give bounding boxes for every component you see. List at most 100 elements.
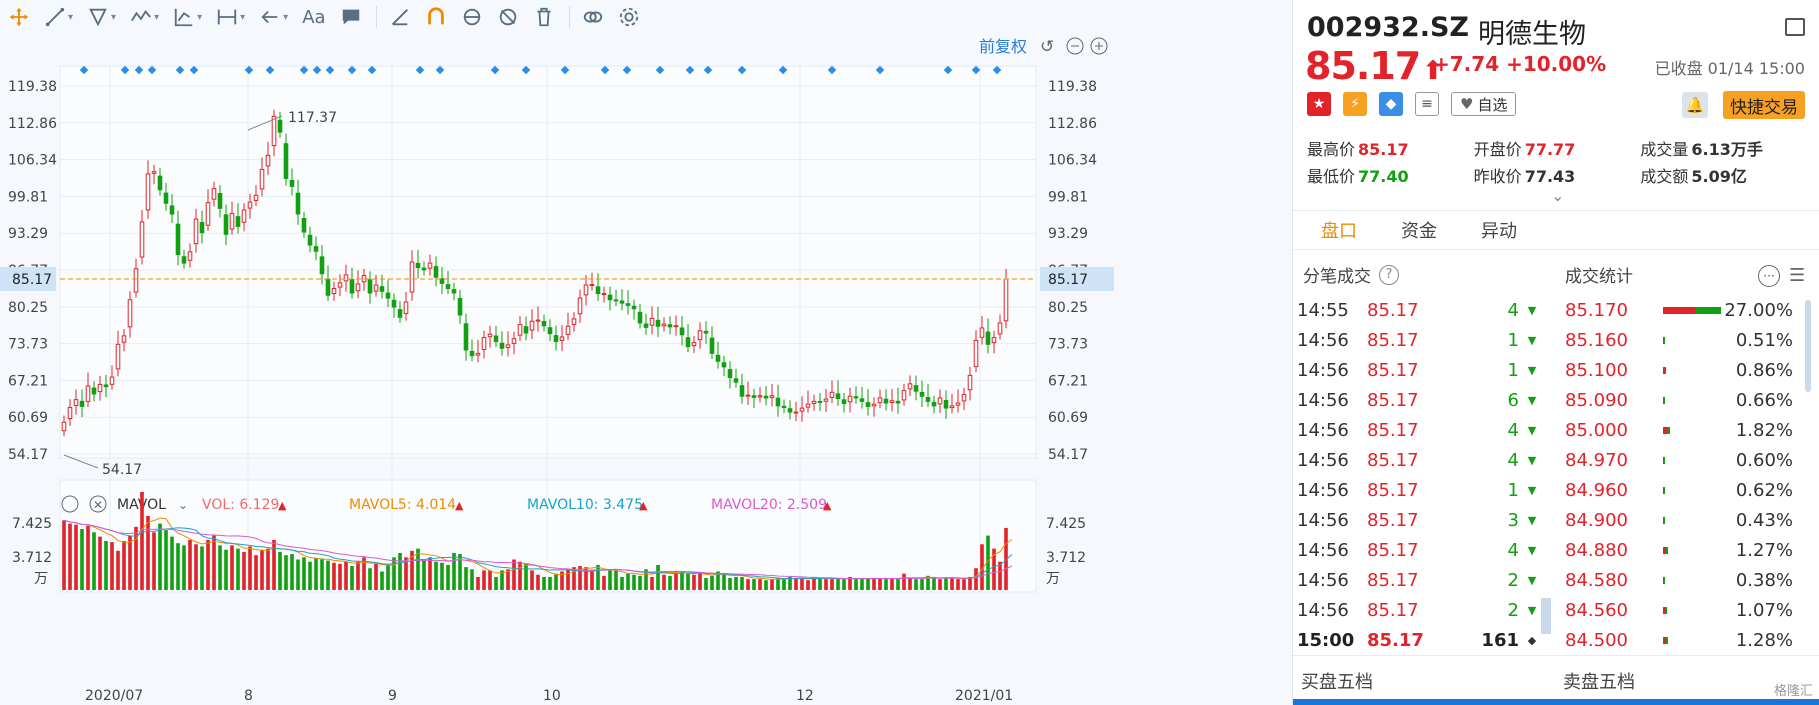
- tick-volume: 4: [1507, 539, 1519, 561]
- tag-icon[interactable]: ◆: [1379, 92, 1403, 116]
- settings-icon[interactable]: [618, 6, 640, 28]
- volume-bar: [884, 579, 888, 590]
- lightning-icon[interactable]: ⚡: [1343, 92, 1367, 116]
- volume-bar: [962, 579, 966, 590]
- volume-bar: [746, 579, 750, 590]
- candle-body: [187, 251, 193, 261]
- distribution-bar: [1663, 484, 1721, 496]
- tick-time: 14:56: [1297, 599, 1349, 621]
- amount-label: 成交额: [1640, 166, 1689, 186]
- distribution-bar: [1663, 574, 1721, 586]
- quote-panel: 002932.SZ 明德生物 85.17⬆ +7.74 +10.00% 已收盘 …: [1292, 0, 1819, 705]
- distribution-row: 85.090 0.66%: [1563, 385, 1795, 415]
- note-icon[interactable]: ≡: [1415, 92, 1439, 116]
- move-icon[interactable]: [8, 6, 30, 28]
- volume-bar: [248, 546, 252, 590]
- candle-body: [163, 192, 169, 204]
- candle-body: [73, 399, 79, 407]
- y-tick-left: 106.34: [8, 153, 57, 169]
- volume-bar: [152, 532, 156, 590]
- volume-bar: [524, 563, 528, 590]
- candle-body: [571, 318, 577, 325]
- candle-body: [745, 394, 751, 397]
- candle-body: [283, 143, 289, 179]
- candle-body: [109, 376, 115, 385]
- tick-price: 85.17: [1367, 509, 1419, 531]
- candle-body: [655, 319, 661, 327]
- volume-bar: [500, 570, 504, 590]
- distribution-bar: [1663, 514, 1721, 526]
- candle-body: [673, 325, 679, 328]
- expand-chevron-icon[interactable]: ⌄: [1551, 186, 1565, 205]
- help-icon[interactable]: ?: [1379, 264, 1399, 285]
- candle-body: [481, 337, 487, 350]
- tick-direction-icon: ▼: [1527, 483, 1537, 497]
- volume-bar: [668, 575, 672, 590]
- comment-tool-icon[interactable]: [340, 6, 362, 28]
- trash-icon[interactable]: [533, 6, 555, 28]
- volume-bar: [422, 560, 426, 590]
- distribution-percent: 0.66%: [1735, 389, 1793, 411]
- range-tool-icon[interactable]: ▾: [216, 6, 245, 28]
- arrow-tool-icon[interactable]: ▾: [259, 6, 288, 28]
- volume-bar: [800, 578, 804, 590]
- quote-tabs: 盘口 资金 异动: [1293, 210, 1819, 250]
- lock-icon[interactable]: [461, 6, 483, 28]
- y-tick-left: 119.38: [8, 79, 57, 95]
- tick-scrollbar[interactable]: [1541, 598, 1551, 634]
- vol-up-icon: ▲: [278, 499, 287, 512]
- candle-body: [895, 400, 901, 404]
- link-icon[interactable]: [582, 6, 604, 28]
- candle-body: [337, 282, 343, 288]
- line-tool-icon[interactable]: ▾: [44, 6, 73, 28]
- volume-label: 成交量: [1640, 139, 1689, 159]
- distribution-scrollbar[interactable]: [1805, 300, 1811, 392]
- candle-body: [199, 221, 205, 234]
- candle-body: [79, 400, 85, 407]
- kline-chart[interactable]: 119.38 119.38 112.86 112.86 106.34 106.34 99.8…: [0, 34, 1292, 705]
- volume-bar: [1004, 527, 1008, 590]
- candle-body: [145, 173, 151, 211]
- tab-capital[interactable]: 资金: [1401, 221, 1437, 242]
- volume-bar: [908, 578, 912, 590]
- tab-alerts[interactable]: 异动: [1481, 221, 1517, 242]
- buy5-label[interactable]: 买盘五档: [1301, 672, 1373, 693]
- quick-trade-button[interactable]: 快捷交易: [1723, 91, 1805, 119]
- tick-volume: 6: [1507, 389, 1519, 411]
- volume-bar: [134, 526, 138, 590]
- hide-icon[interactable]: [497, 6, 519, 28]
- fib-tool-icon[interactable]: ▾: [173, 6, 202, 28]
- volume-bar: [632, 574, 636, 590]
- distribution-percent: 0.86%: [1735, 359, 1793, 381]
- wave-tool-icon[interactable]: ▾: [130, 6, 159, 28]
- volume-bar: [320, 558, 324, 590]
- candle-body: [859, 398, 865, 402]
- candle-body: [811, 400, 817, 404]
- volume-bar: [362, 557, 366, 590]
- distribution-percent: 0.51%: [1735, 329, 1793, 351]
- pencil-icon[interactable]: [389, 6, 411, 28]
- magnet-icon[interactable]: [425, 6, 447, 28]
- tick-direction-icon: ▼: [1527, 573, 1537, 587]
- candle-body: [301, 218, 307, 233]
- sell5-label[interactable]: 卖盘五档: [1563, 672, 1635, 693]
- bell-icon[interactable]: 🔔: [1682, 92, 1708, 118]
- list-view-icon[interactable]: ☰: [1789, 265, 1806, 286]
- candle-body: [103, 384, 109, 388]
- channel-tool-icon[interactable]: ▾: [87, 6, 116, 28]
- volume-bar: [536, 574, 540, 590]
- more-icon[interactable]: ···: [1758, 265, 1780, 287]
- y-tick-left: 67.21: [8, 373, 48, 389]
- volume-bar: [722, 573, 726, 590]
- candle-body: [883, 398, 889, 404]
- distribution-price: 85.100: [1565, 359, 1628, 381]
- text-tool-icon[interactable]: Aa: [302, 6, 326, 28]
- volume-bar: [512, 559, 516, 590]
- panel-toggle-icon[interactable]: [1785, 18, 1805, 36]
- tab-orderbook[interactable]: 盘口: [1321, 221, 1357, 242]
- ticks-title: 分笔成交: [1303, 267, 1371, 287]
- add-watchlist-button[interactable]: ♥ 自选: [1451, 92, 1517, 116]
- candle-body: [457, 297, 463, 316]
- candle-body: [901, 390, 907, 401]
- volume-bar: [338, 563, 342, 590]
